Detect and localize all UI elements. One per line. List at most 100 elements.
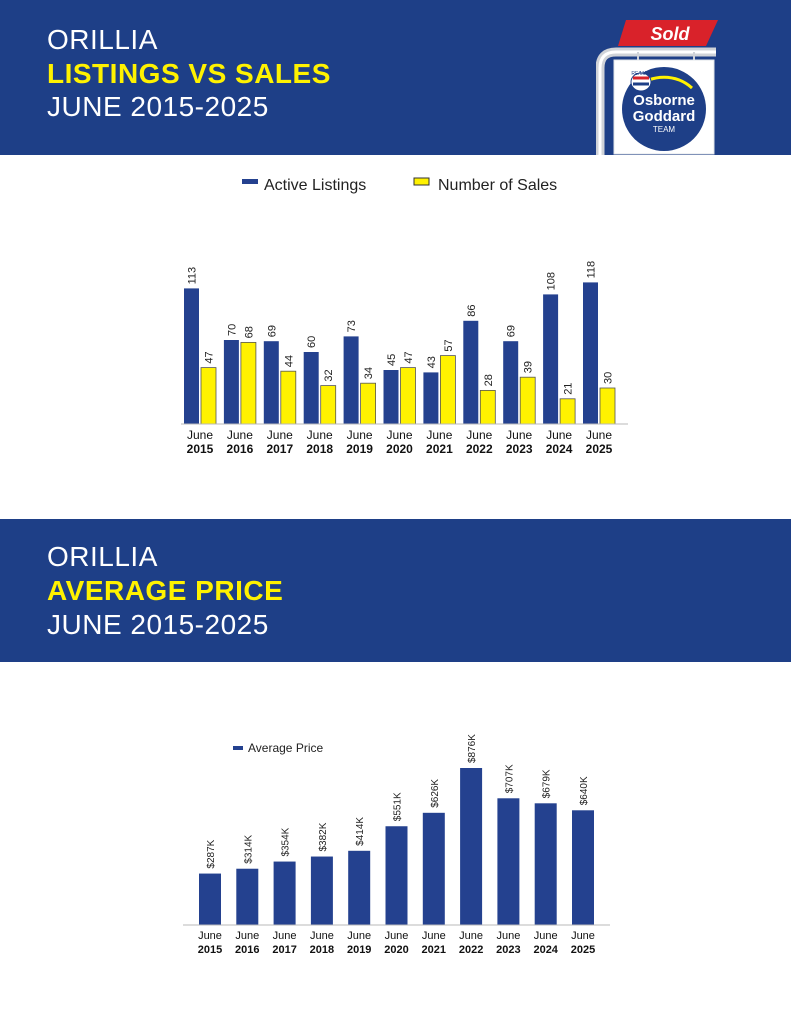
bar-active-listings: [583, 282, 598, 424]
tick-label-year: 2016: [235, 944, 259, 956]
data-label: $679K: [542, 769, 553, 798]
bar-number-of-sales: [599, 387, 616, 425]
bar-average-price: [273, 861, 296, 925]
tick-label-month: June: [466, 428, 492, 442]
legend-label-average-price: Average Price: [248, 741, 323, 755]
data-label: $354K: [281, 827, 292, 856]
remax-logo: Sold RE/MAX Osborne Goddard TEAM: [596, 20, 718, 155]
banner-city: ORILLIA: [47, 24, 158, 55]
bar-number-of-sales: [439, 355, 456, 425]
legend-label-active-listings: Active Listings: [264, 177, 366, 194]
data-label: $551K: [393, 792, 404, 821]
tick-label-month: June: [586, 428, 612, 442]
bar-average-price: [422, 812, 445, 925]
data-label: 69: [506, 325, 518, 337]
tick-label-year: 2019: [346, 442, 373, 456]
logo-name-line2: Goddard: [633, 108, 696, 125]
banner-date-range: JUNE 2015-2025: [47, 609, 269, 640]
tick-label-year: 2023: [496, 944, 520, 956]
tick-label-year: 2025: [586, 442, 613, 456]
bar-number-of-sales: [240, 341, 257, 425]
data-label: 108: [546, 272, 558, 290]
bar-number-of-sales: [320, 385, 337, 425]
tick-label-month: June: [385, 930, 409, 942]
listings-vs-sales-chart: Active Listings Number of Sales 113 47 70 6…: [181, 177, 628, 456]
bar-active-listings: [303, 352, 319, 424]
bar-active-listings: [184, 288, 199, 424]
logo-name-line3: TEAM: [653, 125, 676, 134]
data-label: 43: [426, 356, 438, 368]
tick-label-month: June: [347, 428, 373, 442]
bar-active-listings: [263, 341, 279, 424]
bar-number-of-sales: [519, 376, 536, 425]
tick-label-year: 2019: [347, 944, 371, 956]
bar-active-listings: [383, 370, 399, 424]
data-label: $287K: [206, 839, 217, 868]
average-price-chart: Average Price $287K $314K $354K $382K $414K $…: [183, 734, 610, 956]
tick-label-month: June: [426, 428, 452, 442]
data-label: 68: [243, 326, 255, 338]
banner-date-range: JUNE 2015-2025: [47, 91, 269, 122]
chart1-legend: Active Listings Number of Sales: [242, 177, 557, 194]
tick-label-year: 2018: [306, 442, 333, 456]
bar-number-of-sales: [280, 370, 297, 425]
header-banner-average-price: ORILLIA AVERAGE PRICE JUNE 2015-2025: [0, 519, 791, 662]
tick-label-year: 2024: [533, 944, 558, 956]
data-label: 32: [323, 369, 335, 381]
bar-average-price: [236, 868, 259, 925]
tick-label-month: June: [310, 930, 334, 942]
tick-label-month: June: [422, 930, 446, 942]
tick-label-month: June: [546, 428, 572, 442]
bar-average-price: [348, 850, 371, 925]
data-label: 73: [346, 320, 358, 332]
chart2-legend: Average Price: [233, 741, 323, 755]
tick-label-year: 2017: [266, 442, 293, 456]
tick-label-year: 2015: [198, 944, 222, 956]
banner-title: AVERAGE PRICE: [47, 575, 284, 606]
bar-average-price: [534, 803, 557, 925]
data-label: 21: [563, 383, 575, 395]
tick-label-month: June: [267, 428, 293, 442]
bar-active-listings: [343, 336, 359, 424]
data-label: $414K: [355, 817, 366, 846]
tick-label-year: 2021: [426, 442, 453, 456]
legend-label-number-of-sales: Number of Sales: [438, 177, 557, 194]
bar-number-of-sales: [360, 382, 377, 425]
data-label: $640K: [579, 776, 590, 805]
data-label: 57: [443, 339, 455, 351]
tick-label-year: 2017: [272, 944, 296, 956]
bar-number-of-sales: [479, 389, 496, 425]
bar-active-listings: [543, 294, 559, 424]
data-label: 34: [363, 367, 375, 379]
bar-active-listings: [223, 340, 239, 424]
bar-number-of-sales: [400, 367, 416, 425]
data-label: 30: [603, 372, 615, 384]
banner-title: LISTINGS VS SALES: [47, 58, 331, 89]
data-label: $382K: [318, 822, 329, 851]
tick-label-year: 2025: [571, 944, 595, 956]
tick-label-year: 2016: [227, 442, 254, 456]
sold-flag: [618, 20, 718, 46]
tick-label-year: 2021: [422, 944, 446, 956]
logo-name-line1: Osborne: [633, 92, 695, 109]
bar-average-price: [460, 768, 483, 925]
tick-label-month: June: [198, 930, 222, 942]
bar-average-price: [497, 798, 520, 925]
tick-label-year: 2015: [187, 442, 214, 456]
tick-label-month: June: [235, 930, 259, 942]
tick-label-month: June: [187, 428, 213, 442]
data-label: 47: [403, 351, 415, 363]
bar-active-listings: [503, 341, 519, 424]
remax-brand-text: RE/MAX: [631, 71, 651, 77]
tick-label-month: June: [459, 930, 483, 942]
data-label: 86: [466, 305, 478, 317]
data-label: 28: [483, 374, 495, 386]
tick-label-month: June: [534, 930, 558, 942]
tick-label-year: 2018: [310, 944, 334, 956]
data-label: $314K: [243, 834, 254, 863]
tick-label-month: June: [496, 930, 520, 942]
legend-swatch-number-of-sales: [413, 177, 430, 186]
tick-label-year: 2023: [506, 442, 533, 456]
data-label: $876K: [467, 734, 478, 763]
legend-swatch-active-listings: [242, 179, 258, 184]
